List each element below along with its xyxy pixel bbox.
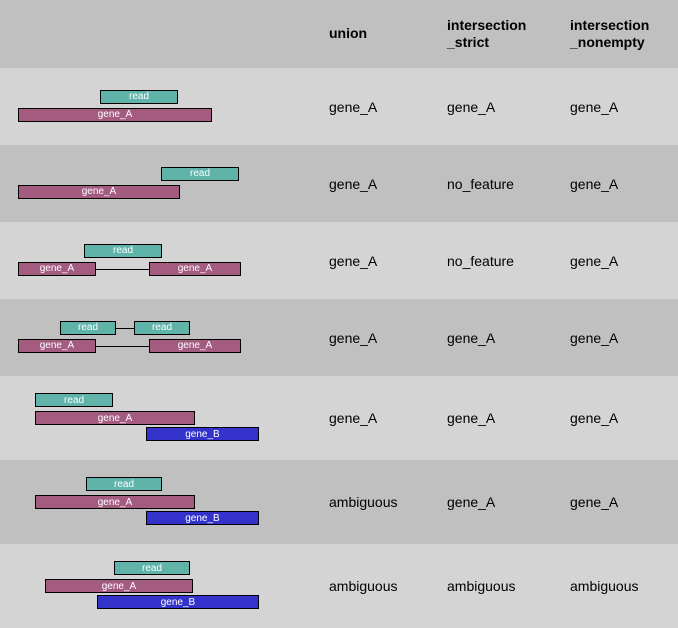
read-bar: read (84, 244, 162, 258)
geneB-bar: gene_B (146, 427, 259, 441)
overlap-diagram: read gene_A gene_B (18, 561, 258, 611)
geneA-bar: gene_A (18, 262, 96, 276)
geneA-bar: gene_A (149, 339, 241, 353)
diagram-cell: read gene_A (0, 90, 329, 124)
connector-line (116, 328, 134, 329)
read-bar: read (86, 477, 162, 491)
connector-line (96, 269, 149, 270)
diagram-cell: read read gene_A gene_A (0, 321, 329, 355)
diagram-cell: read gene_A gene_B (0, 561, 329, 611)
counting-modes-table: unionintersection _strictintersection _n… (0, 0, 678, 628)
geneA-bar: gene_A (18, 108, 212, 122)
cell-nonempty: ambiguous (570, 578, 678, 594)
geneA-bar: gene_A (35, 411, 195, 425)
geneA-bar: gene_A (45, 579, 193, 593)
read-bar: read (35, 393, 113, 407)
cell-strict: gene_A (447, 330, 570, 346)
header-row: unionintersection _strictintersection _n… (0, 0, 678, 68)
overlap-diagram: read gene_A gene_A (18, 244, 258, 278)
cell-union: ambiguous (329, 578, 447, 594)
cell-nonempty: gene_A (570, 253, 678, 269)
diagram-cell: read gene_A gene_A (0, 244, 329, 278)
cell-union: gene_A (329, 410, 447, 426)
cell-union: gene_A (329, 99, 447, 115)
table-row: readgene_Agene_Agene_Ano_featuregene_A (0, 222, 678, 299)
read-bar: read (114, 561, 190, 575)
overlap-diagram: read gene_A gene_B (18, 477, 258, 527)
read-bar: read (100, 90, 178, 104)
cell-union: ambiguous (329, 494, 447, 510)
table-row: readgene_Agene_Agene_Agene_A (0, 68, 678, 145)
geneA-bar: gene_A (18, 185, 180, 199)
geneB-bar: gene_B (97, 595, 259, 609)
cell-strict: gene_A (447, 494, 570, 510)
cell-nonempty: gene_A (570, 176, 678, 192)
overlap-diagram: read read gene_A gene_A (18, 321, 258, 355)
cell-strict: gene_A (447, 410, 570, 426)
table-row: readgene_Agene_Ano_featuregene_A (0, 145, 678, 222)
read-bar: read (161, 167, 239, 181)
table-row: readgene_Agene_Bgene_Agene_Agene_A (0, 376, 678, 460)
cell-nonempty: gene_A (570, 99, 678, 115)
diagram-cell: read gene_A gene_B (0, 393, 329, 443)
header-union: union (329, 25, 447, 43)
table-row: readgene_Agene_Bambiguousgene_Agene_A (0, 460, 678, 544)
geneA-bar: gene_A (18, 339, 96, 353)
cell-union: gene_A (329, 253, 447, 269)
read-bar: read (60, 321, 116, 335)
cell-strict: gene_A (447, 99, 570, 115)
read-bar: read (134, 321, 190, 335)
overlap-diagram: read gene_A (18, 90, 258, 124)
cell-strict: no_feature (447, 253, 570, 269)
cell-union: gene_A (329, 176, 447, 192)
cell-union: gene_A (329, 330, 447, 346)
cell-strict: no_feature (447, 176, 570, 192)
table-row: readgene_Agene_Bambiguousambiguousambigu… (0, 544, 678, 628)
cell-nonempty: gene_A (570, 330, 678, 346)
connector-line (96, 346, 149, 347)
cell-nonempty: gene_A (570, 494, 678, 510)
header-strict: intersection _strict (447, 17, 570, 52)
table-row: readreadgene_Agene_Agene_Agene_Agene_A (0, 299, 678, 376)
geneA-bar: gene_A (35, 495, 195, 509)
overlap-diagram: read gene_A (18, 167, 258, 201)
cell-strict: ambiguous (447, 578, 570, 594)
diagram-cell: read gene_A gene_B (0, 477, 329, 527)
geneA-bar: gene_A (149, 262, 241, 276)
diagram-cell: read gene_A (0, 167, 329, 201)
cell-nonempty: gene_A (570, 410, 678, 426)
overlap-diagram: read gene_A gene_B (18, 393, 258, 443)
geneB-bar: gene_B (146, 511, 259, 525)
header-nonempty: intersection _nonempty (570, 17, 678, 52)
